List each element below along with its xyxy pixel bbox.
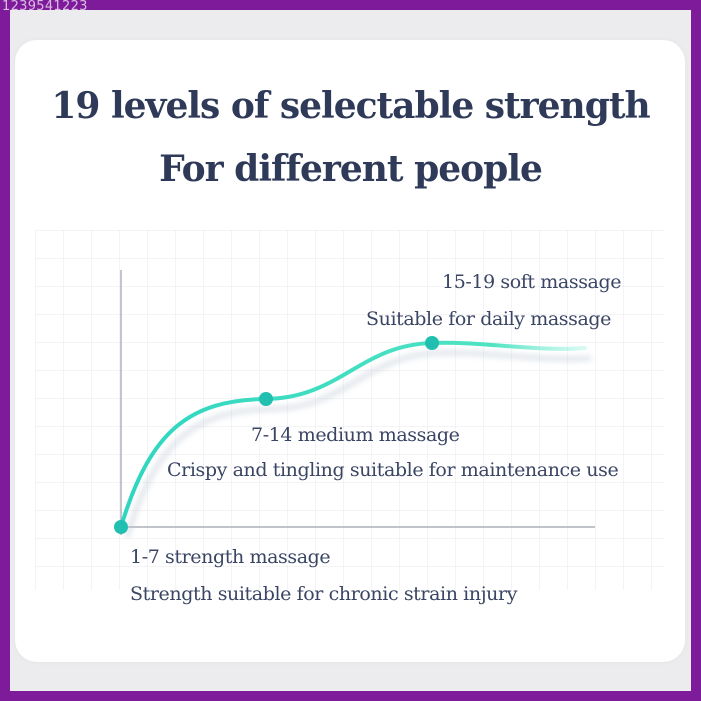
background-panel xyxy=(10,10,691,691)
level-point-2 xyxy=(259,392,273,406)
title-line-1: 19 levels of selectable strength xyxy=(51,85,650,127)
strength-curve xyxy=(119,340,587,529)
curve-shadow xyxy=(124,350,592,538)
watermark: 1239541223 xyxy=(2,0,88,14)
title-line-2: For different people xyxy=(159,148,543,190)
level-1-range: 1-7 strength massage xyxy=(130,546,331,568)
background-grid xyxy=(35,230,665,590)
content-card xyxy=(15,40,685,662)
level-2-range: 7-14 medium massage xyxy=(251,424,460,446)
level-2-desc: Crispy and tingling suitable for mainten… xyxy=(167,459,619,481)
level-point-3 xyxy=(425,336,439,350)
level-3-range: 15-19 soft massage xyxy=(442,271,622,293)
level-3-desc: Suitable for daily massage xyxy=(366,308,612,330)
level-point-1 xyxy=(114,520,128,534)
level-1-desc: Strength suitable for chronic strain inj… xyxy=(130,583,518,605)
